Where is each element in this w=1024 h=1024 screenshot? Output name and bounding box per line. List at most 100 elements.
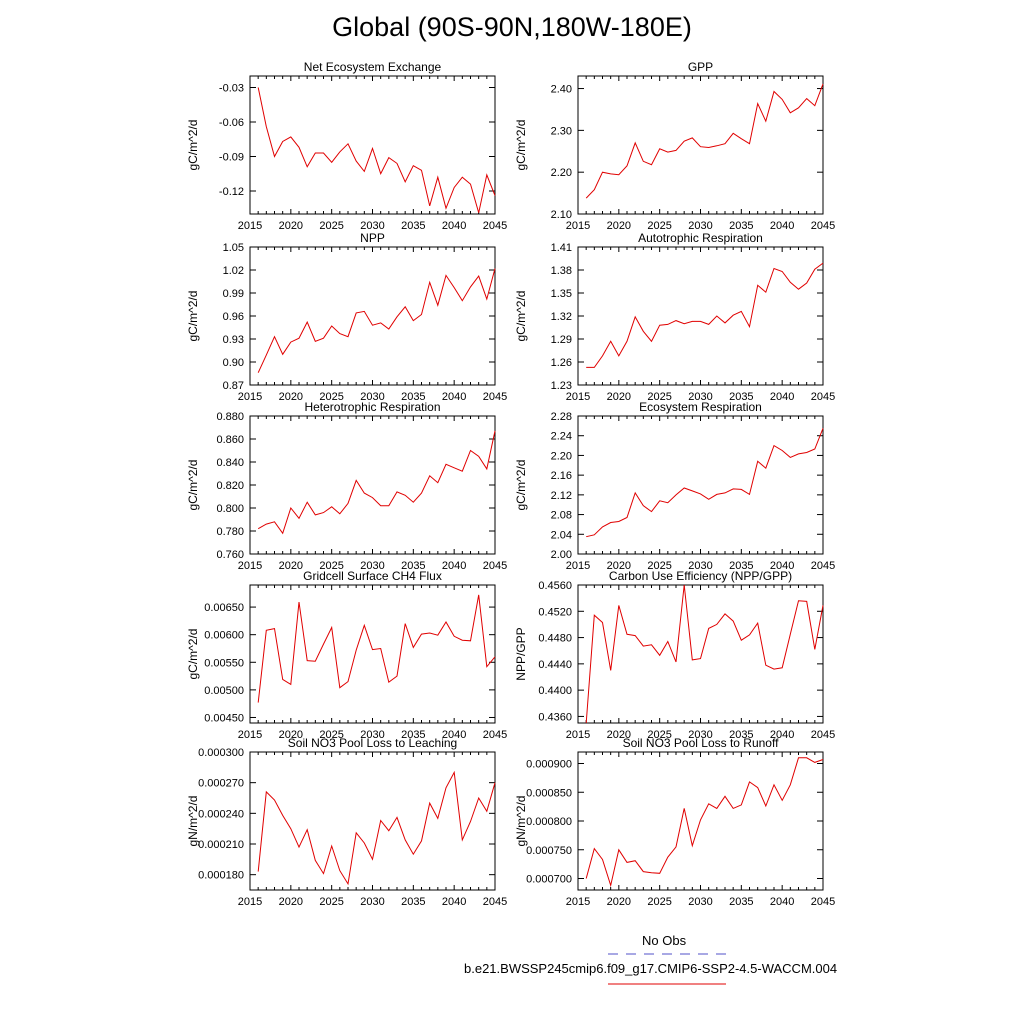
y-tick-label: 1.35 bbox=[551, 288, 572, 300]
chart-title: Heterotrophic Respiration bbox=[304, 400, 440, 414]
x-tick-label: 2035 bbox=[401, 896, 425, 908]
y-tick-label: 0.000750 bbox=[526, 845, 572, 857]
y-tick-label: 0.000850 bbox=[526, 787, 572, 799]
chart-panel-6: Gridcell Surface CH4 Flux 2015 2020 2025 203… bbox=[186, 569, 507, 741]
series-line bbox=[257, 770, 496, 886]
y-tick-label: 0.780 bbox=[216, 526, 244, 538]
series-line bbox=[257, 430, 496, 535]
x-tick-label: 2030 bbox=[688, 391, 712, 403]
x-tick-label: 2025 bbox=[319, 391, 343, 403]
plot-frame bbox=[577, 246, 824, 386]
x-tick-label: 2015 bbox=[566, 391, 590, 403]
series-line bbox=[585, 83, 824, 199]
x-tick-label: 2040 bbox=[442, 220, 466, 232]
x-tick-label: 2035 bbox=[729, 560, 753, 572]
y-tick-label: 2.24 bbox=[551, 431, 572, 443]
chart-panel-2: NPP 2015 2020 2025 2030 2035 2040 2045 0.87 0.90 0… bbox=[186, 231, 507, 403]
y-tick-label: 2.28 bbox=[551, 411, 572, 423]
y-tick-label: 1.38 bbox=[551, 265, 572, 277]
y-tick-label: 0.000700 bbox=[526, 874, 572, 886]
y-tick-label: 1.29 bbox=[551, 334, 572, 346]
x-tick-label: 2015 bbox=[566, 560, 590, 572]
x-tick-label: 2030 bbox=[688, 220, 712, 232]
y-tick-label: 1.41 bbox=[551, 242, 572, 254]
y-axis-label: gC/m^2/d bbox=[514, 460, 528, 511]
x-tick-label: 2035 bbox=[401, 220, 425, 232]
x-tick-label: 2025 bbox=[647, 391, 671, 403]
y-tick-label: 2.20 bbox=[551, 450, 572, 462]
y-tick-label: 0.00500 bbox=[204, 685, 244, 697]
y-tick-label: 0.4560 bbox=[538, 580, 572, 592]
plot-frame bbox=[577, 75, 824, 215]
y-tick-label: -0.09 bbox=[219, 152, 244, 164]
page-title: Global (90S-90N,180W-180E) bbox=[332, 12, 692, 42]
x-tick-label: 2040 bbox=[770, 220, 794, 232]
y-tick-label: -0.03 bbox=[219, 83, 244, 95]
y-tick-label: 0.000900 bbox=[526, 759, 572, 771]
y-tick-label: 2.20 bbox=[551, 167, 572, 179]
series-line bbox=[257, 594, 496, 703]
x-tick-label: 2035 bbox=[401, 391, 425, 403]
x-tick-label: 2030 bbox=[360, 391, 384, 403]
x-tick-label: 2035 bbox=[729, 391, 753, 403]
y-tick-label: 0.820 bbox=[216, 480, 244, 492]
x-tick-label: 2040 bbox=[770, 560, 794, 572]
y-tick-label: 0.4520 bbox=[538, 606, 572, 618]
x-tick-label: 2025 bbox=[319, 560, 343, 572]
y-tick-label: 0.000180 bbox=[198, 870, 244, 882]
x-tick-label: 2030 bbox=[688, 729, 712, 741]
x-tick-label: 2020 bbox=[279, 896, 303, 908]
x-tick-label: 2030 bbox=[360, 560, 384, 572]
y-tick-label: 0.99 bbox=[223, 288, 244, 300]
series-line bbox=[586, 428, 824, 538]
x-tick-label: 2030 bbox=[360, 896, 384, 908]
y-tick-label: -0.12 bbox=[219, 186, 244, 198]
y-tick-label: 0.000270 bbox=[198, 778, 244, 790]
y-tick-label: 0.00550 bbox=[204, 657, 244, 669]
y-tick-label: 0.00450 bbox=[204, 712, 244, 724]
y-tick-label: 1.02 bbox=[223, 265, 244, 277]
x-tick-label: 2025 bbox=[319, 896, 343, 908]
x-tick-label: 2020 bbox=[607, 896, 631, 908]
x-tick-label: 2020 bbox=[279, 391, 303, 403]
y-tick-label: 1.23 bbox=[551, 380, 572, 392]
y-tick-label: 2.16 bbox=[551, 470, 572, 482]
y-tick-label: 0.760 bbox=[216, 549, 244, 561]
x-tick-label: 2015 bbox=[238, 391, 262, 403]
y-axis-label: gC/m^2/d bbox=[186, 291, 200, 342]
x-tick-label: 2045 bbox=[483, 729, 507, 741]
x-tick-label: 2020 bbox=[607, 391, 631, 403]
chart-title: Soil NO3 Pool Loss to Leaching bbox=[288, 736, 457, 750]
y-tick-label: 0.4400 bbox=[538, 685, 572, 697]
x-tick-label: 2035 bbox=[729, 896, 753, 908]
y-tick-label: 0.93 bbox=[223, 334, 244, 346]
x-tick-label: 2020 bbox=[279, 729, 303, 741]
y-tick-label: 0.90 bbox=[223, 357, 244, 369]
x-tick-label: 2025 bbox=[647, 560, 671, 572]
x-tick-label: 2045 bbox=[483, 220, 507, 232]
y-tick-label: 2.08 bbox=[551, 510, 572, 522]
y-tick-label: 0.860 bbox=[216, 434, 244, 446]
x-tick-label: 2015 bbox=[238, 560, 262, 572]
x-tick-label: 2020 bbox=[279, 560, 303, 572]
y-tick-label: 1.32 bbox=[551, 311, 572, 323]
y-tick-label: 0.840 bbox=[216, 457, 244, 469]
y-tick-label: -0.06 bbox=[219, 117, 244, 129]
series-line bbox=[585, 757, 824, 888]
x-tick-label: 2020 bbox=[607, 729, 631, 741]
x-tick-label: 2020 bbox=[279, 220, 303, 232]
y-tick-label: 2.04 bbox=[551, 529, 572, 541]
y-tick-label: 0.880 bbox=[216, 411, 244, 423]
x-tick-label: 2015 bbox=[566, 220, 590, 232]
y-axis-label: gC/m^2/d bbox=[186, 120, 200, 171]
x-tick-label: 2025 bbox=[319, 220, 343, 232]
x-tick-label: 2045 bbox=[811, 896, 835, 908]
x-tick-label: 2020 bbox=[607, 220, 631, 232]
y-axis-label: NPP/GPP bbox=[514, 627, 528, 680]
x-tick-label: 2030 bbox=[360, 220, 384, 232]
x-tick-label: 2015 bbox=[566, 729, 590, 741]
legend-lines bbox=[608, 953, 726, 985]
y-tick-label: 2.10 bbox=[551, 209, 572, 221]
chart-panel-3: Autotrophic Respiration 2015 2020 2025 2030 2… bbox=[514, 231, 835, 403]
